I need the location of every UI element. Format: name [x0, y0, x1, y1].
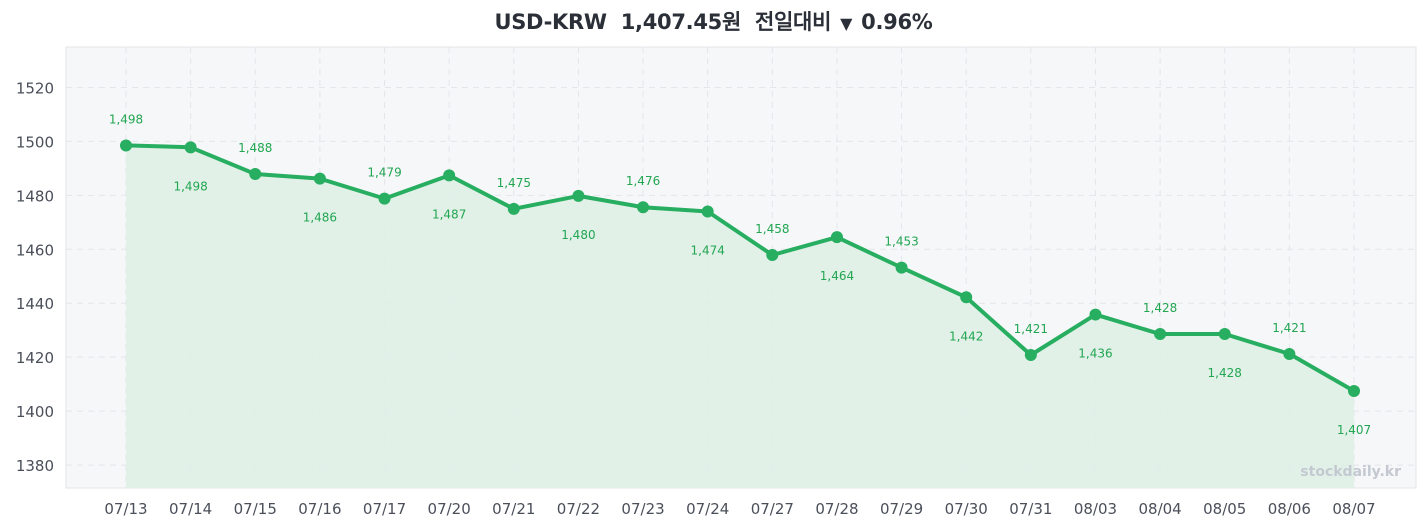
data-point [766, 248, 779, 261]
data-point [637, 201, 650, 214]
data-point [249, 168, 262, 181]
data-point [184, 141, 197, 154]
data-label: 1,474 [691, 244, 725, 258]
x-tick-label: 08/05 [1203, 500, 1246, 518]
x-tick-label: 07/14 [169, 500, 212, 518]
data-point [313, 172, 326, 185]
down-triangle-icon: ▼ [840, 14, 853, 33]
x-tick-label: 07/27 [751, 500, 794, 518]
y-axis-labels: 1380 1400 1420 1440 1460 1480 1500 1520 [16, 79, 54, 475]
data-label: 1,428 [1143, 301, 1177, 315]
y-tick-label: 1420 [16, 349, 54, 367]
data-point [701, 205, 714, 218]
data-label: 1,436 [1078, 347, 1112, 361]
y-tick-label: 1380 [16, 457, 54, 475]
watermark: stockdaily.kr [1300, 464, 1401, 480]
data-point [572, 189, 585, 202]
x-tick-label: 07/29 [880, 500, 923, 518]
data-point [1089, 308, 1102, 321]
data-label: 1,498 [109, 112, 143, 126]
data-label: 1,464 [820, 269, 854, 283]
x-tick-label: 08/04 [1138, 500, 1181, 518]
x-tick-label: 07/17 [363, 500, 406, 518]
x-tick-label: 08/03 [1074, 500, 1117, 518]
y-tick-label: 1400 [16, 403, 54, 421]
data-label: 1,421 [1272, 321, 1306, 335]
data-label: 1,475 [497, 176, 531, 190]
data-point [1154, 327, 1167, 340]
x-tick-label: 08/06 [1268, 500, 1311, 518]
data-label: 1,480 [561, 228, 595, 242]
data-point [895, 261, 908, 274]
y-tick-label: 1460 [16, 241, 54, 259]
data-point [1348, 385, 1360, 398]
x-tick-label: 07/21 [492, 500, 535, 518]
change-percent: 0.96% [861, 10, 933, 34]
x-tick-label: 07/23 [621, 500, 664, 518]
data-label: 1,442 [949, 329, 983, 343]
data-point [1283, 347, 1296, 360]
data-point [120, 139, 132, 152]
data-label: 1,498 [173, 179, 207, 193]
data-point [378, 192, 391, 205]
data-label: 1,488 [238, 141, 272, 155]
x-tick-label: 07/22 [557, 500, 600, 518]
y-tick-label: 1440 [16, 295, 54, 313]
data-label: 1,407 [1337, 423, 1371, 437]
series-line [124, 143, 1356, 393]
x-tick-label: 07/13 [104, 500, 147, 518]
x-tick-label: 07/30 [945, 500, 988, 518]
data-point [1218, 327, 1231, 340]
data-point [960, 291, 973, 304]
data-label: 1,479 [367, 166, 401, 180]
data-label: 1,421 [1014, 322, 1048, 336]
change-label: 전일대비 [755, 10, 832, 34]
y-tick-label: 1500 [16, 133, 54, 151]
data-point [830, 231, 843, 244]
x-tick-label: 07/31 [1009, 500, 1052, 518]
y-tick-label: 1520 [16, 79, 54, 97]
data-point [443, 169, 456, 182]
x-tick-label: 07/15 [234, 500, 277, 518]
current-rate: 1,407.45원 [620, 10, 742, 34]
data-label: 1,487 [432, 207, 466, 221]
data-label: 1,428 [1208, 366, 1242, 380]
data-label: 1,458 [755, 222, 789, 236]
data-point [507, 202, 520, 215]
data-label: 1,486 [303, 211, 337, 225]
x-tick-label: 08/07 [1332, 500, 1375, 518]
currency-pair: USD-KRW [494, 10, 607, 34]
area-fill [126, 145, 1354, 488]
chart-title: USD-KRW 1,407.45원 전일대비 ▼ 0.96% [0, 6, 1427, 36]
x-tick-label: 07/20 [428, 500, 471, 518]
x-tick-label: 07/28 [815, 500, 858, 518]
y-tick-label: 1480 [16, 187, 54, 205]
x-tick-label: 07/24 [686, 500, 729, 518]
data-label: 1,453 [884, 235, 918, 249]
data-points [120, 139, 1360, 398]
data-label: 1,476 [626, 174, 660, 188]
data-point [1024, 349, 1037, 362]
data-labels: 1,498 1,498 1,488 1,486 1,479 1,487 1,475 1,480… [109, 112, 1371, 437]
x-tick-label: 07/16 [298, 500, 341, 518]
x-axis-labels: 07/13 07/14 07/15 07/16 07/17 07/20 07/21 07/22… [104, 500, 1375, 518]
